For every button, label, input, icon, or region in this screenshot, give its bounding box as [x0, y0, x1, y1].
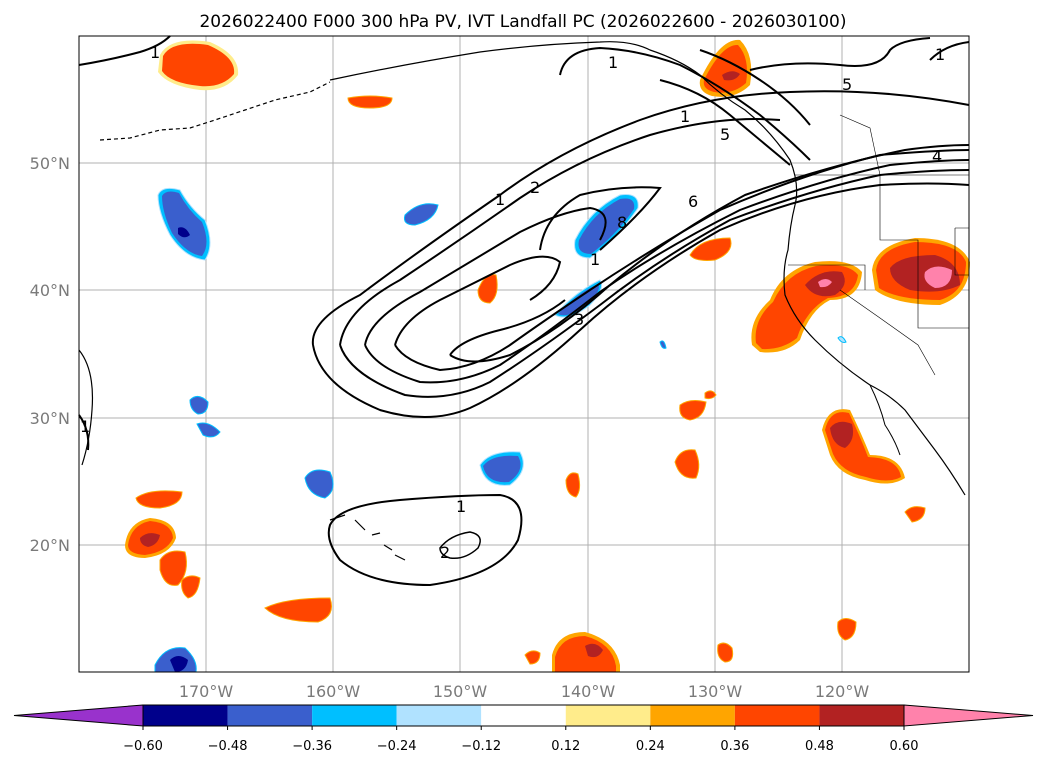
lat-label: 20°N: [30, 536, 70, 555]
lon-label: 170°W: [179, 682, 234, 701]
colorbar-segment: [481, 705, 566, 726]
blob-west-1: [135, 490, 183, 509]
colorbar-tick-label: 0.12: [551, 739, 580, 754]
blob-west-4: [181, 575, 201, 599]
colorbar-tick-label: −0.24: [377, 739, 417, 754]
contour-label: 1: [590, 250, 600, 269]
map-background: [79, 36, 969, 672]
colorbar-segment: [227, 705, 313, 726]
blob-south-b: [524, 650, 541, 665]
contour-label: 6: [688, 192, 698, 211]
figure-title: 2026022400 F000 300 hPa PV, IVT Landfall…: [199, 12, 846, 32]
colorbar-tick-label: −0.36: [292, 739, 332, 754]
blob-mexico: [904, 506, 926, 523]
blob-30n-b: [704, 390, 717, 400]
colorbar-tick-label: −0.48: [208, 739, 248, 754]
contour-label: 1: [150, 43, 160, 62]
blob-small-north: [347, 95, 393, 109]
contour-label: 5: [842, 75, 852, 94]
contour-label: 1: [80, 417, 90, 436]
colorbar-segment: [819, 705, 904, 726]
colorbar-tick-label: 0.60: [890, 739, 919, 754]
longitude-labels: 170°W 160°W 150°W 140°W 130°W 120°W: [179, 682, 870, 701]
contour-label: 2: [440, 543, 450, 562]
lon-label: 130°W: [688, 682, 743, 701]
contour-label: 1: [456, 497, 466, 516]
neg-blob-tiny: [659, 340, 667, 349]
contour-label: 2: [530, 178, 540, 197]
colorbar: −0.60 −0.48 −0.36 −0.24 −0.12 0.12 0.24 0.36 0.4…: [13, 704, 1034, 754]
lon-label: 120°W: [815, 682, 870, 701]
neg-blob-48n: [404, 203, 439, 226]
blob-oregon-coast: [689, 237, 732, 261]
colorbar-extend-high: [903, 704, 1034, 727]
ivt-positive-shading: [125, 39, 970, 672]
colorbar-tick-label: −0.60: [123, 739, 163, 754]
contour-label: 4: [932, 147, 942, 166]
colorbar-tick-label: −0.12: [461, 739, 501, 754]
coastlines: [78, 41, 966, 561]
blob-west-2: [125, 518, 176, 558]
pv-contours: [78, 35, 970, 587]
colorbar-segment: [650, 705, 735, 726]
lon-label: 160°W: [306, 682, 361, 701]
map-panel: 1 1 2 1 8 1 3 6 5 5 4 1 1 2 1 1: [78, 35, 970, 673]
gridlines: [79, 36, 969, 672]
contour-label: 8: [617, 213, 627, 232]
colorbar-tick-label: 0.36: [720, 739, 749, 754]
lat-label: 40°N: [30, 281, 70, 300]
contour-labels: 1 1 2 1 8 1 3 6 5 5 4 1 1 2 1 1: [80, 43, 945, 562]
neg-blob-tiny-2: [837, 336, 847, 343]
colorbar-segment: [396, 705, 482, 726]
blob-baja-offshore: [674, 449, 700, 479]
colorbar-segment: [734, 705, 820, 726]
blob-south-c: [717, 642, 734, 663]
colorbar-segment: [143, 705, 228, 726]
blob-california: [751, 261, 862, 353]
contour-label: 3: [574, 310, 584, 329]
neg-blob-30n-b: [196, 422, 221, 438]
colorbar-segment: [565, 705, 651, 726]
neg-blob-25n-west: [304, 469, 334, 499]
blob-15n: [264, 597, 332, 623]
contour-label: 1: [608, 53, 618, 72]
neg-blob-south-west: [154, 647, 197, 673]
blob-south: [552, 632, 620, 672]
neg-blob-25n: [479, 451, 524, 486]
blob-22n: [565, 472, 581, 498]
map-frame: [78, 35, 970, 673]
colorbar-frame: [142, 704, 905, 727]
colorbar-tick-label: 0.24: [636, 739, 665, 754]
neg-blob-30n-a: [189, 396, 209, 415]
latitude-labels: 50°N 40°N 30°N 20°N: [30, 154, 70, 555]
lon-label: 150°W: [433, 682, 488, 701]
colorbar-segment: [312, 705, 397, 726]
blob-west-3: [159, 550, 187, 586]
lat-label: 30°N: [30, 409, 70, 428]
contour-label: 1: [680, 107, 690, 126]
blob-great-basin: [872, 238, 970, 305]
blob-aleutian-west: [158, 40, 239, 91]
lat-label: 50°N: [30, 154, 70, 173]
lon-label: 140°W: [561, 682, 616, 701]
contour-label: 1: [935, 45, 945, 64]
neg-blob-jet-core: [574, 194, 639, 259]
blob-south-d: [837, 618, 857, 641]
contour-label: 5: [720, 125, 730, 144]
blob-30n-a: [679, 400, 707, 421]
colorbar-tick-label: 0.48: [805, 739, 834, 754]
neg-blob-west-45n: [157, 187, 211, 261]
colorbar-extend-low: [13, 704, 144, 727]
blob-baja: [822, 409, 905, 484]
contour-label: 1: [495, 190, 505, 209]
